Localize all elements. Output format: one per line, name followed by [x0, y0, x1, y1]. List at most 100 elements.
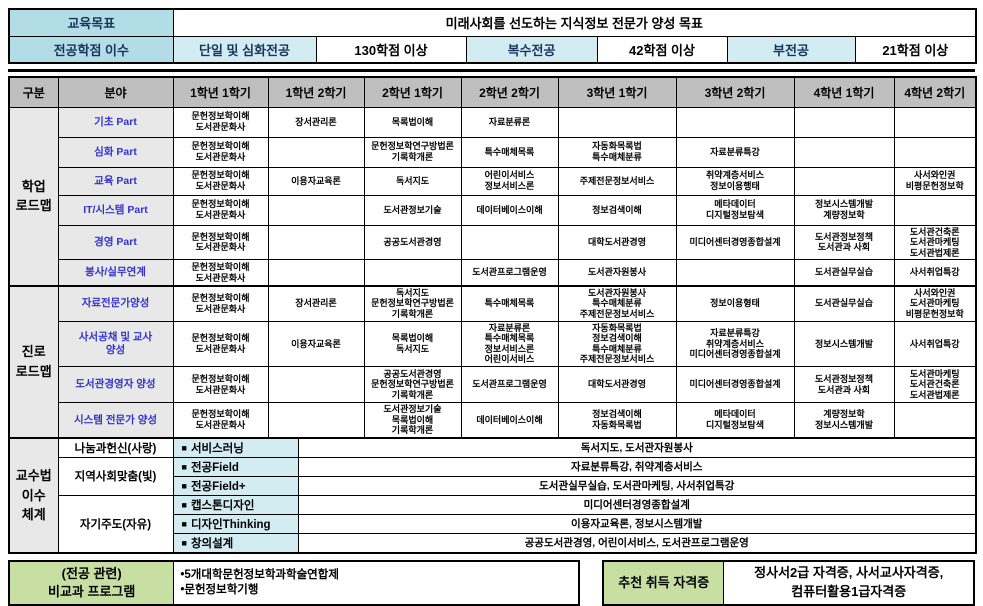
course-cell: 목록법이해 [363, 106, 462, 138]
course-cell: 도서관마케팅 도서관건축론 도서관법제론 [893, 366, 977, 404]
table-row: 교수법 이수 체계 나눔과헌신(사랑) ■ 서비스러닝 독서지도, 도서관자원봉사 [8, 436, 977, 554]
credit-type: 부전공 [726, 35, 856, 64]
goal-credit-table: 교육목표 미래사회를 선도하는 지식정보 전문가 양성 목표 전공학점 이수 단… [8, 8, 978, 64]
course-cell [893, 402, 977, 439]
course-cell: 이용자교육론 [267, 166, 365, 196]
course-cell [267, 259, 365, 287]
table-row: 학업 로드맵 기초 Part 문헌정보학이해 도서관문화사 장서관리론 목록법이… [8, 106, 977, 287]
section-label-academic: 학업 로드맵 [8, 106, 59, 287]
extracurricular-items: •5개대학문헌정보학과학술연합제 •문헌정보학기행 [173, 560, 580, 606]
extracurricular-table: (전공 관련) 비교과 프로그램 •5개대학문헌정보학과학술연합제 •문헌정보학… [8, 559, 580, 606]
course-cell: 데이터베이스이해 [460, 402, 559, 439]
course-cell: 사서취업특강 [893, 320, 977, 368]
teaching-content: 독서지도, 도서관자원봉사 [297, 436, 977, 458]
teaching-method-label: 서비스러닝 [190, 442, 244, 455]
credit-value: 21학점 이상 [854, 35, 977, 64]
teaching-method-label: 창의설계 [190, 537, 234, 550]
credit-value: 42학점 이상 [596, 35, 728, 64]
table-row: ■ 디자인Thinking 이용자교육론, 정보시스템개발 [9, 513, 977, 534]
field-label: 도서관경영자 양성 [57, 366, 174, 404]
col-header-semester: 1학년 1학기 [172, 76, 269, 108]
course-cell: 도서관정보기술 [363, 194, 462, 226]
course-cell: 도서관정보정책 도서관과 사회 [793, 224, 895, 261]
table-row: 사서공채 및 교사 양성 문헌정보학이해 도서관문화사 이용자교육론 목록법이해… [9, 320, 977, 368]
teaching-content: 자료분류특강, 취약계층서비스 [297, 456, 977, 477]
table-row: 전공학점 이수 단일 및 심화전공 130학점 이상 복수전공 42학점 이상 … [8, 35, 977, 64]
col-header-semester: 3학년 2학기 [675, 76, 795, 108]
course-cell [267, 402, 365, 439]
table-row: ■ 창의설계 공공도서관경영, 어린이서비스, 도서관프로그램운영 [9, 532, 977, 554]
course-cell: 자료분류론 특수매체목록 정보서비스론 어린이서비스 [460, 320, 559, 368]
course-cell: 이용자교육론 [267, 320, 365, 368]
course-cell: 취약계층서비스 정보이용행태 [675, 166, 795, 196]
square-bullet-icon: ■ [181, 499, 187, 510]
teaching-method-label: 전공Field [190, 461, 239, 474]
course-cell: 미디어센터경영종합설계 [675, 366, 795, 404]
table-row: 추천 취득 자격증 정사서2급 자격증, 사서교사자격증, 컴퓨터활용1급자격증 [602, 560, 975, 606]
field-label: 기초 Part [57, 106, 174, 138]
course-cell: 미디어센터경영종합설계 [675, 224, 795, 261]
col-header-semester: 4학년 1학기 [793, 76, 895, 108]
course-cell: 공공도서관경영 문헌정보학연구방법론 기록학개론 [363, 366, 462, 404]
course-cell: 자료분류론 [460, 106, 559, 138]
col-header-semester: 4학년 2학기 [893, 76, 977, 108]
bottom-band: (전공 관련) 비교과 프로그램 •5개대학문헌정보학과학술연합제 •문헌정보학… [8, 559, 983, 606]
table-row: 시스템 전문가 양성 문헌정보학이해 도서관문화사 도서관정보기술 목록법이해 … [9, 402, 977, 439]
credit-type: 복수전공 [465, 35, 598, 64]
course-cell: 도서관프로그램운영 [460, 366, 559, 404]
square-bullet-icon: ■ [181, 518, 187, 529]
course-cell: 도서관실무실습 [793, 284, 895, 322]
col-header-field: 분야 [57, 76, 174, 108]
course-cell: 문헌정보학연구방법론 기록학개론 [363, 136, 462, 168]
major-credit-label: 전공학점 이수 [8, 35, 174, 64]
col-header-semester: 2학년 1학기 [363, 76, 462, 108]
course-cell: 장서관리론 [267, 284, 365, 322]
course-cell: 정보검색이해 [557, 194, 677, 226]
field-label: 시스템 전문가 양성 [57, 402, 174, 439]
course-cell: 목록법이해 독서지도 [363, 320, 462, 368]
course-cell: 주제전문정보서비스 [557, 166, 677, 196]
field-label: 심화 Part [57, 136, 174, 168]
square-bullet-icon: ■ [181, 537, 187, 548]
course-cell [267, 136, 365, 168]
course-cell: 정보시스템개발 계량정보학 [793, 194, 895, 226]
course-cell: 도서관자원봉사 특수매체분류 주제전문정보서비스 [557, 284, 677, 322]
course-cell: 자동화목록법 특수매체분류 [557, 136, 677, 168]
course-cell: 도서관자원봉사 [557, 259, 677, 287]
credit-value: 130학점 이상 [315, 35, 467, 64]
teaching-method: ■ 캡스톤디자인 [172, 494, 299, 515]
table-row: 지역사회맞춤(빛) ■ 전공Field 자료분류특강, 취약계층서비스 [9, 456, 977, 496]
header-row: 구분 분야 1학년 1학기 1학년 2학기 2학년 1학기 2학년 2학기 3학… [8, 76, 977, 108]
course-cell [675, 106, 795, 138]
field-label: 자료전문가양성 [57, 284, 174, 322]
course-cell: 문헌정보학이해 도서관문화사 [172, 166, 269, 196]
course-cell: 문헌정보학이해 도서관문화사 [172, 106, 269, 138]
table-row: 도서관경영자 양성 문헌정보학이해 도서관문화사 공공도서관경영 문헌정보학연구… [9, 366, 977, 404]
table-row: ■ 전공Field+ 도서관실무실습, 도서관마케팅, 사서취업특강 [9, 475, 977, 496]
course-cell: 도서관실무실습 [793, 259, 895, 287]
square-bullet-icon: ■ [181, 442, 187, 453]
extracurricular-label: (전공 관련) 비교과 프로그램 [8, 560, 175, 606]
table-row: 자기주도(자유) ■ 캡스톤디자인 미디어센터경영종합설계 [9, 494, 977, 554]
table-row: 심화 Part 문헌정보학이해 도서관문화사 문헌정보학연구방법론 기록학개론 … [9, 136, 977, 168]
course-cell: 문헌정보학이해 도서관문화사 [172, 284, 269, 322]
table-row: 교육목표 미래사회를 선도하는 지식정보 전문가 양성 목표 [8, 8, 977, 37]
course-cell: 독서지도 문헌정보학연구방법론 기록학개론 [363, 284, 462, 322]
course-cell [267, 224, 365, 261]
teaching-method-label: 캡스톤디자인 [190, 499, 255, 512]
course-cell: 자료분류특강 취약계층서비스 미디어센터경영종합설계 [675, 320, 795, 368]
course-cell: 특수매체목록 [460, 136, 559, 168]
education-goal-label: 교육목표 [8, 8, 174, 37]
course-cell: 문헌정보학이해 도서관문화사 [172, 366, 269, 404]
teaching-content: 이용자교육론, 정보시스템개발 [297, 513, 977, 534]
field-label: 교육 Part [57, 166, 174, 196]
teaching-content: 미디어센터경영종합설계 [297, 494, 977, 515]
square-bullet-icon: ■ [181, 480, 187, 491]
course-cell: 사서와인권 도서관마케팅 비평문헌정보학 [893, 284, 977, 322]
field-label: 봉사/실무연계 [57, 259, 174, 287]
col-header-semester: 3학년 1학기 [557, 76, 677, 108]
teaching-method: ■ 전공Field+ [172, 475, 299, 496]
table-row: 경영 Part 문헌정보학이해 도서관문화사 공공도서관경영 대학도서관경영 미… [9, 224, 977, 261]
table-row: 교육 Part 문헌정보학이해 도서관문화사 이용자교육론 독서지도 어린이서비… [9, 166, 977, 196]
